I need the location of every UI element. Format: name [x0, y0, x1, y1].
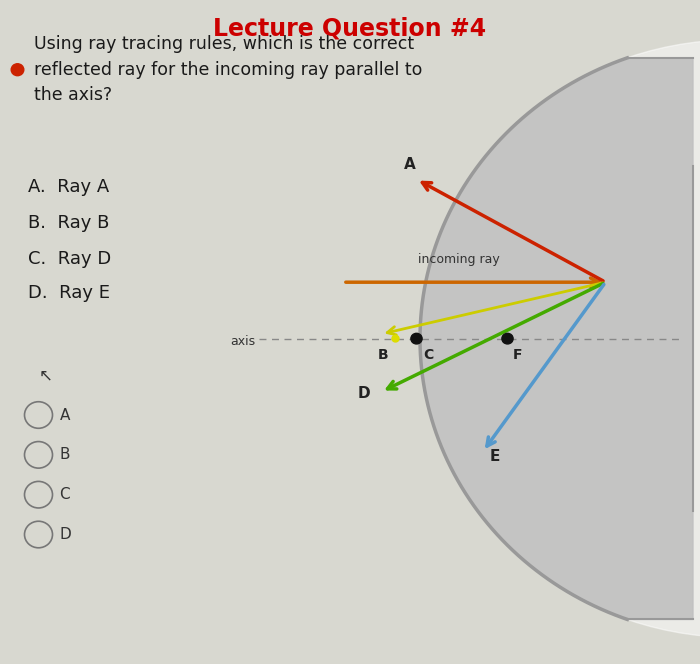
Text: ↖: ↖ [38, 366, 52, 384]
Text: C.  Ray D: C. Ray D [28, 250, 111, 268]
Text: B.  Ray B: B. Ray B [28, 214, 109, 232]
Text: A.  Ray A: A. Ray A [28, 178, 109, 197]
Text: Lecture Question #4: Lecture Question #4 [214, 17, 486, 41]
Text: C: C [60, 487, 70, 502]
Text: axis: axis [230, 335, 256, 349]
Text: D: D [358, 386, 370, 402]
Circle shape [420, 40, 700, 637]
Text: A: A [60, 408, 70, 422]
Polygon shape [420, 58, 693, 620]
Text: incoming ray: incoming ray [418, 252, 499, 266]
Text: B: B [377, 347, 388, 362]
Text: C: C [424, 347, 434, 362]
Text: A: A [404, 157, 415, 173]
Text: E: E [490, 450, 500, 465]
Text: D.  Ray E: D. Ray E [28, 284, 110, 303]
Text: Using ray tracing rules, which is the correct
reflected ray for the incoming ray: Using ray tracing rules, which is the co… [34, 35, 422, 104]
Text: B: B [60, 448, 70, 462]
Text: D: D [60, 527, 71, 542]
Circle shape [502, 333, 513, 344]
Text: F: F [513, 347, 523, 362]
Circle shape [411, 333, 422, 344]
Circle shape [392, 335, 399, 342]
Circle shape [11, 64, 24, 76]
